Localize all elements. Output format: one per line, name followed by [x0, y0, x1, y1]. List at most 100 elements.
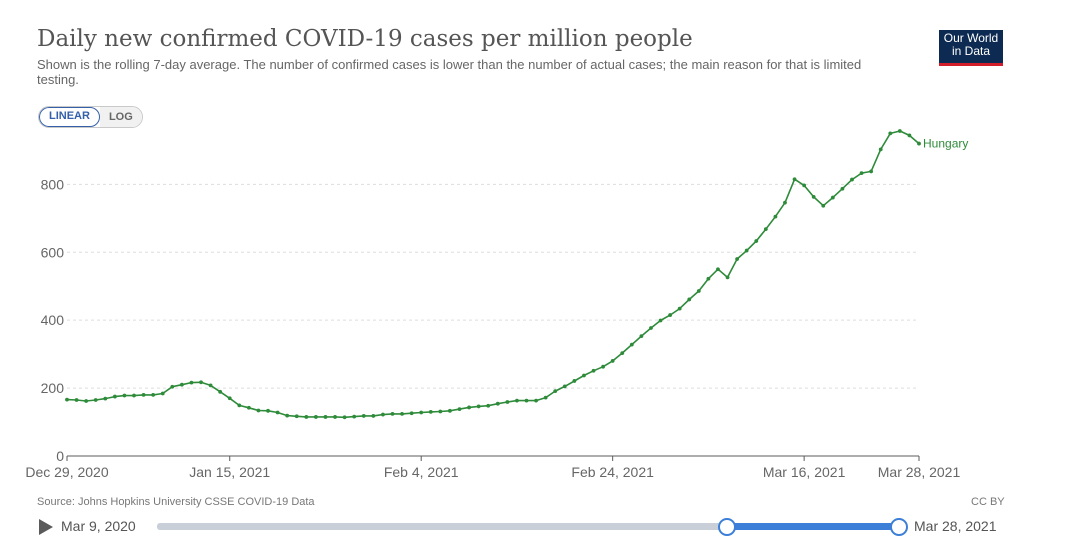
data-point: [677, 306, 682, 311]
chart-subtitle: Shown is the rolling 7-day average. The …: [37, 57, 862, 87]
data-point: [620, 351, 625, 356]
data-point: [792, 177, 797, 182]
data-point: [65, 397, 69, 402]
data-point: [696, 289, 701, 293]
data-point: [141, 392, 146, 397]
data-point: [802, 183, 807, 188]
timeline-track[interactable]: [157, 523, 899, 530]
x-tick-label: Dec 29, 2020: [25, 464, 108, 480]
data-point: [160, 391, 165, 396]
data-point: [112, 394, 117, 399]
data-point: [304, 415, 309, 419]
data-point: [294, 414, 299, 419]
data-point: [773, 214, 778, 219]
data-point: [256, 408, 261, 413]
data-point: [878, 147, 883, 152]
data-point: [409, 411, 414, 416]
data-point: [419, 410, 424, 415]
data-point: [869, 169, 874, 174]
log-scale-button[interactable]: LOG: [99, 107, 142, 127]
data-point: [572, 379, 577, 383]
y-tick-label: 800: [41, 176, 65, 192]
data-point: [610, 359, 615, 363]
data-point: [93, 398, 98, 402]
data-point: [859, 171, 864, 176]
data-point: [687, 297, 692, 302]
data-point: [361, 414, 366, 418]
data-point: [706, 276, 711, 281]
logo-line-2: in Data: [951, 44, 991, 58]
data-point: [476, 404, 481, 409]
data-point: [132, 393, 136, 398]
data-point: [629, 342, 634, 347]
data-point: [649, 326, 653, 330]
x-tick-label: Feb 4, 2021: [384, 464, 459, 480]
x-tick-label: Mar 28, 2021: [878, 464, 961, 480]
series-line-hungary: [66, 130, 920, 419]
data-point: [189, 380, 194, 385]
data-point: [591, 368, 596, 373]
data-point: [199, 380, 203, 385]
data-point: [170, 384, 175, 389]
data-point: [668, 313, 673, 317]
data-point: [888, 131, 893, 136]
data-point: [390, 411, 395, 416]
data-point: [218, 389, 223, 394]
data-point: [850, 177, 854, 182]
data-point: [830, 195, 835, 200]
data-point: [783, 200, 787, 205]
timeline-slider[interactable]: Mar 9, 2020 Mar 28, 2021: [0, 512, 1092, 542]
owid-logo[interactable]: Our World in Data: [939, 30, 1003, 66]
chart-title: Daily new confirmed COVID-19 cases per m…: [37, 26, 693, 52]
timeline-end-handle[interactable]: [890, 518, 908, 536]
data-point: [266, 408, 270, 413]
timeline-selected-range[interactable]: [726, 523, 899, 530]
data-point: [725, 275, 730, 280]
data-point: [381, 412, 385, 417]
timeline-start-handle[interactable]: [718, 518, 736, 536]
source-note[interactable]: Source: Johns Hopkins University CSSE CO…: [37, 496, 315, 508]
data-point: [907, 133, 912, 138]
data-point: [103, 396, 108, 401]
data-point: [323, 415, 328, 419]
play-icon[interactable]: [39, 519, 53, 535]
data-point: [763, 227, 768, 232]
license-link[interactable]: CC BY: [971, 496, 1005, 508]
data-point: [811, 194, 816, 199]
data-point: [313, 415, 318, 419]
data-point: [562, 384, 567, 389]
scale-toggle[interactable]: LINEAR LOG: [38, 106, 143, 128]
data-point: [534, 398, 538, 403]
data-point: [227, 396, 232, 401]
data-point: [716, 267, 720, 272]
data-point: [457, 407, 462, 412]
linear-scale-button[interactable]: LINEAR: [39, 107, 100, 127]
x-tick-label: Mar 16, 2021: [763, 464, 846, 480]
data-point: [917, 141, 921, 146]
timeline-start-label: Mar 9, 2020: [61, 518, 136, 534]
data-point: [601, 364, 605, 369]
data-point: [897, 129, 902, 133]
data-point: [428, 409, 433, 414]
data-point: [246, 405, 251, 410]
data-point: [658, 318, 663, 323]
data-point: [342, 415, 347, 420]
data-point: [179, 382, 184, 387]
data-point: [237, 403, 242, 408]
data-point: [448, 408, 452, 413]
series-label: Hungary: [923, 137, 968, 151]
data-point: [821, 203, 826, 208]
y-tick-label: 0: [56, 448, 64, 464]
x-tick-label: Jan 15, 2021: [189, 464, 270, 480]
data-point: [74, 398, 79, 402]
data-point: [840, 186, 845, 191]
data-point: [208, 383, 213, 388]
data-point: [744, 248, 749, 253]
data-point: [543, 395, 548, 400]
y-tick-label: 200: [41, 380, 65, 396]
data-point: [333, 415, 337, 419]
data-point: [285, 413, 290, 418]
data-point: [505, 400, 510, 404]
data-point: [524, 398, 529, 403]
data-point: [400, 411, 404, 416]
